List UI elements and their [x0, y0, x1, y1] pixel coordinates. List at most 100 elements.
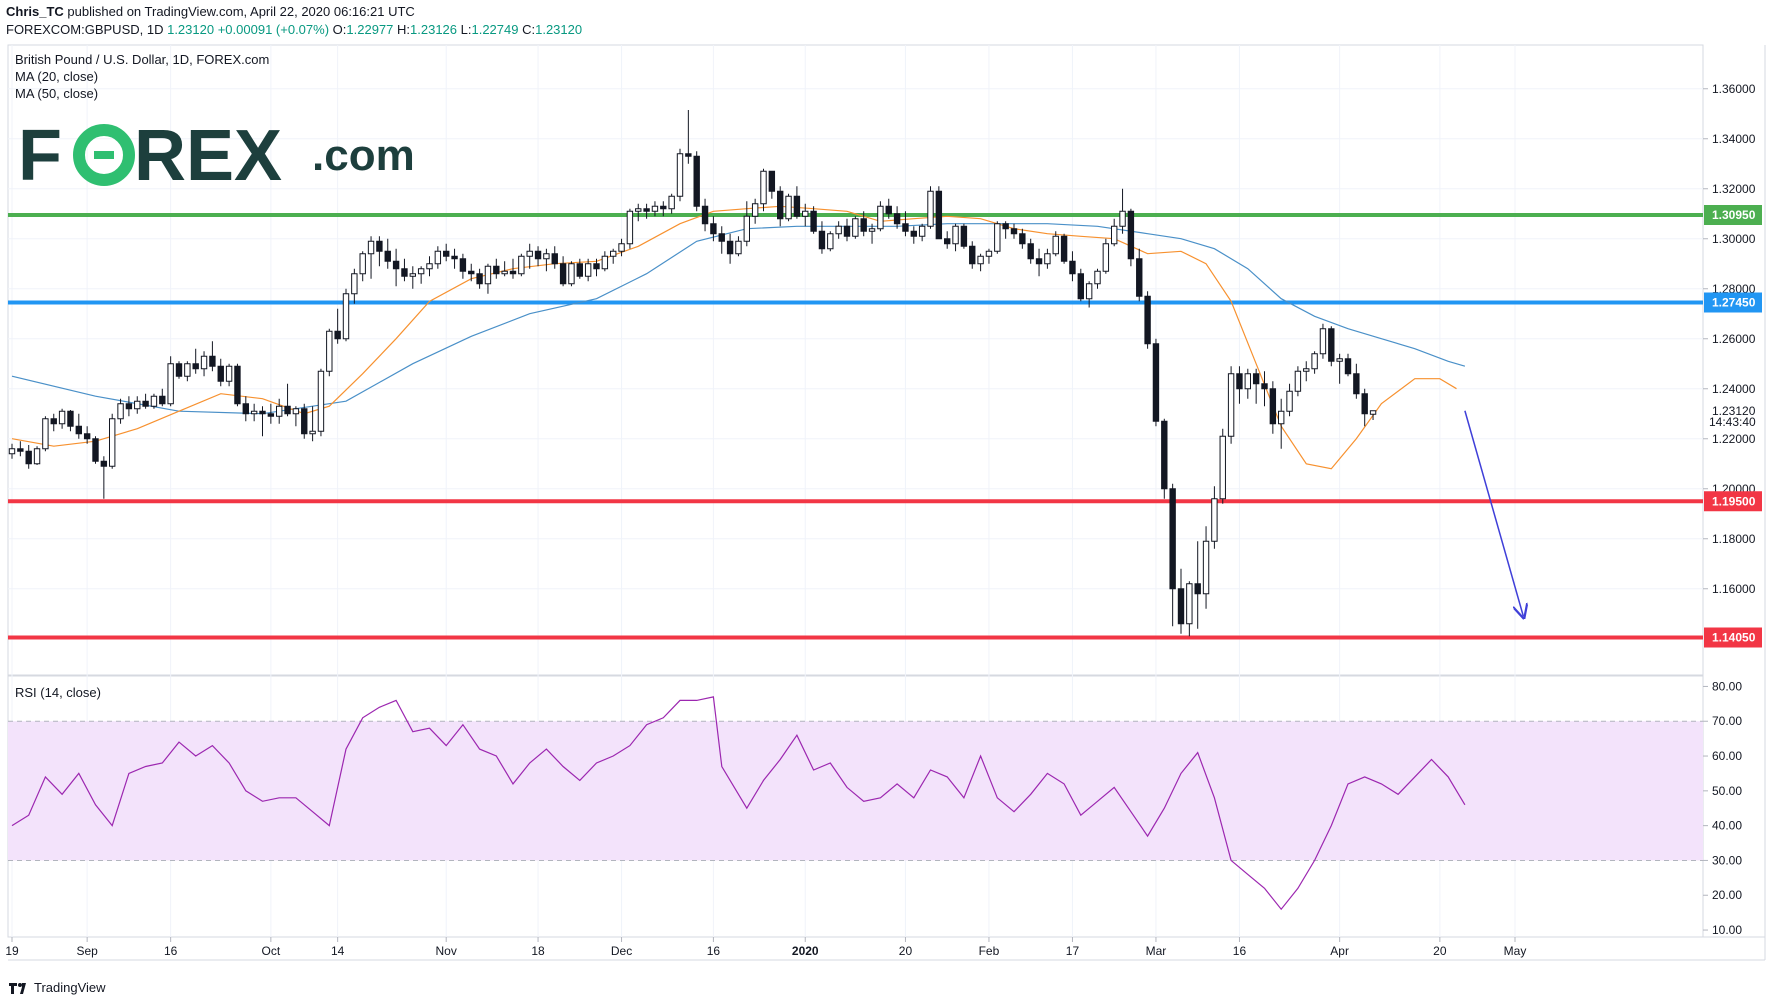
candle-body — [250, 410, 258, 415]
candle — [1111, 218, 1118, 247]
close-value: 1.23120 — [535, 22, 583, 37]
candle — [952, 223, 959, 252]
projection-arrow[interactable] — [1464, 410, 1523, 617]
tradingview-brand[interactable]: TradingView — [34, 980, 106, 995]
level-label-box — [1704, 205, 1762, 225]
candle — [459, 253, 467, 279]
candle-body — [1127, 210, 1135, 260]
candle-body — [50, 418, 57, 425]
candle-body — [969, 245, 976, 265]
candle — [109, 413, 116, 469]
candle — [301, 403, 308, 439]
candle-body — [1336, 358, 1343, 362]
candle — [376, 236, 383, 267]
candle-body — [317, 370, 325, 432]
price-tick-label: 1.16000 — [1712, 582, 1756, 596]
candle-body — [877, 205, 884, 230]
candle-body — [1094, 270, 1101, 285]
candle-body — [1361, 393, 1368, 415]
candle-body — [835, 225, 842, 235]
candle — [1278, 398, 1285, 449]
candle-body — [150, 395, 158, 407]
candle-body — [918, 225, 926, 237]
candle-body — [17, 448, 24, 452]
candle-body — [33, 448, 41, 465]
candle-body — [559, 263, 567, 285]
candle-body — [267, 413, 275, 417]
candle — [1177, 568, 1185, 634]
candle-body — [1286, 390, 1293, 412]
candle-body — [1136, 258, 1143, 297]
candle-body — [434, 250, 442, 265]
time-tick-label: May — [1504, 944, 1527, 958]
candle — [1344, 353, 1352, 377]
candle — [1027, 238, 1034, 264]
open-value: 1.22977 — [346, 22, 394, 37]
publish-info: Chris_TC published on TradingView.com, A… — [6, 4, 415, 20]
candle-body — [735, 240, 742, 255]
candle — [626, 208, 634, 249]
candle — [242, 396, 250, 422]
candle-body — [626, 210, 634, 245]
rsi-tick-label: 20.00 — [1712, 888, 1742, 902]
author[interactable]: Chris_TC — [6, 4, 64, 19]
level-label-box — [1704, 292, 1762, 313]
candle-body — [292, 408, 300, 415]
candle-body — [209, 355, 216, 367]
candle-body — [793, 195, 801, 217]
candle — [1161, 418, 1168, 499]
candle — [760, 168, 767, 212]
candle — [493, 258, 500, 279]
candle — [743, 201, 750, 247]
rsi-legend[interactable]: RSI (14, close) — [15, 685, 101, 700]
candle — [150, 393, 158, 409]
candle-body — [192, 363, 199, 370]
candle-body — [593, 263, 600, 270]
symbol-line: FOREXCOM:GBPUSD, 1D 1.23120 +0.00091 (+0… — [6, 22, 583, 37]
candle — [1261, 371, 1268, 407]
candle — [1127, 208, 1135, 267]
ma20-legend[interactable]: MA (20, close) — [15, 69, 98, 84]
candle — [225, 363, 233, 387]
candle — [1002, 221, 1009, 239]
level-labels: 1.30950 1.27450 1.19500 1.14050 — [1704, 205, 1762, 648]
instrument-legend[interactable]: British Pound / U.S. Dollar, 1D, FOREX.c… — [15, 52, 269, 67]
candle — [8, 443, 16, 459]
candle-body — [1194, 583, 1201, 595]
price-tick-label: 1.22000 — [1712, 432, 1756, 446]
ma50-legend[interactable]: MA (50, close) — [15, 86, 98, 101]
candle-body — [768, 170, 776, 192]
symbol[interactable]: FOREXCOM:GBPUSD, 1D — [6, 22, 164, 37]
candle — [910, 226, 917, 244]
candle — [651, 201, 659, 217]
candle-body — [910, 230, 917, 237]
time-tick-label: Sep — [76, 944, 98, 958]
candle — [1319, 323, 1327, 359]
candle-body — [42, 418, 49, 450]
candle — [685, 110, 692, 164]
candle-body — [443, 250, 450, 257]
candle — [1303, 361, 1310, 382]
rsi-tick-label: 60.00 — [1712, 749, 1742, 763]
time-tick-label: 18 — [531, 944, 545, 958]
candle-body — [1027, 243, 1034, 260]
candle-body — [359, 253, 366, 275]
candle — [117, 398, 124, 424]
time-tick-label: Oct — [262, 944, 281, 958]
candle-body — [526, 250, 533, 257]
candle — [777, 186, 784, 227]
candle — [885, 198, 892, 219]
horizontal-levels[interactable] — [8, 213, 1703, 640]
candle — [701, 198, 709, 232]
candle — [83, 426, 91, 444]
candle — [125, 396, 133, 417]
candle-body — [743, 215, 750, 242]
candle — [802, 203, 809, 227]
candle-body — [518, 255, 525, 275]
candle-body — [493, 265, 500, 275]
candle-body — [843, 225, 851, 237]
candle-body — [576, 263, 583, 277]
candle-body — [584, 263, 592, 277]
tradingview-logo-icon[interactable] — [8, 981, 30, 995]
